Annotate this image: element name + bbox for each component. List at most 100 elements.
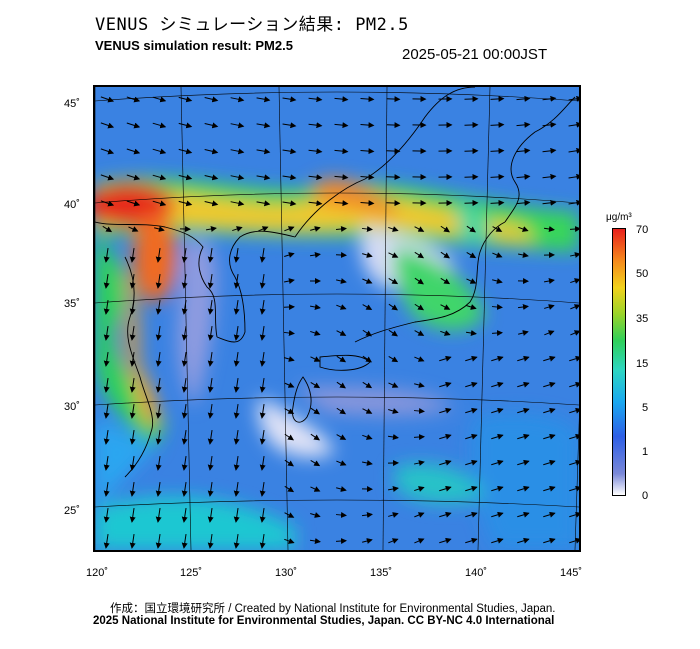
wind-vector [181,274,188,289]
wind-vector [439,459,452,466]
wind-vector [178,174,193,181]
wind-vector [233,248,240,263]
coastline-kyushu [292,376,312,423]
colorbar-tick-0: 0 [642,490,649,502]
wind-vector [282,96,297,103]
wind-vector [569,407,579,414]
wind-vector [414,251,425,259]
colorbar [612,228,626,496]
wind-vector [518,226,529,232]
coastline-mainland-north [95,221,218,338]
wind-vector [284,512,295,518]
colorbar-tick-35: 35 [636,313,649,325]
wind-vector [259,274,266,289]
wind-vector [310,407,320,415]
wind-vector [155,404,162,419]
wind-vector [100,96,115,103]
wind-vector [155,326,162,341]
wind-vector [542,173,557,180]
coastline-hokkaido [504,96,576,223]
coastline-north [294,87,476,238]
lon-label-125: 125˚ [180,567,203,579]
wind-vector [362,329,373,337]
wind-vector [543,459,556,466]
wind-vector [440,251,450,259]
wind-vector [362,434,373,440]
wind-vector [259,378,266,393]
wind-vector [258,226,269,232]
wind-vector [283,330,295,336]
wind-vector [569,511,579,518]
wind-vector [282,200,297,207]
lon-label-120: 120˚ [86,567,109,579]
wind-vector [569,485,579,492]
wind-vector [440,330,451,336]
wind-vector [205,226,217,232]
colorbar-tick-50: 50 [636,268,649,280]
wind-vector [439,511,452,518]
wind-vector [308,148,323,155]
wind-vector [414,356,425,362]
wind-vector [284,485,295,493]
wind-vector [181,300,188,315]
wind-vector [492,226,503,232]
wind-vector [129,534,136,549]
wind-vector [490,147,505,154]
wind-vector [466,304,477,310]
wind-vector [517,459,530,466]
wind-vector [336,304,347,310]
lat-label-25: 25˚ [64,505,80,517]
wind-vector [414,277,424,285]
wind-vector [360,96,375,103]
wind-vector [230,122,245,129]
wind-vector [465,355,478,362]
wind-vector [568,199,579,206]
wind-vector [360,148,375,155]
wind-vector [155,430,162,445]
wind-vector [204,200,219,207]
wind-vector [491,407,504,414]
wind-vector [543,407,556,414]
wind-vector [386,148,401,155]
wind-vector [336,486,347,492]
wind-vector [103,378,110,393]
wind-vector [517,355,530,362]
wind-vector [178,96,193,103]
wind-vector [309,304,321,310]
wind-vector [230,174,245,181]
wind-vector [568,173,579,180]
wind-vector [283,278,295,284]
wind-vector [414,486,425,492]
credit-line-2: 2025 National Institute for Environmenta… [93,615,555,627]
wind-vector [230,96,245,103]
wind-vector [361,512,373,518]
wind-vector [465,381,478,388]
wind-vector [492,252,503,258]
wind-vector [388,538,399,544]
wind-vector [126,200,141,207]
wind-vector [465,537,478,544]
pm25-map[interactable] [93,85,581,552]
wind-vector [233,482,240,497]
wind-vector [259,456,266,471]
wind-vector [490,95,505,102]
wind-vector [284,538,295,544]
title-english: VENUS simulation result: PM2.5 [95,38,293,53]
wind-vector [491,537,504,544]
wind-vector [360,174,375,181]
wind-vector [309,252,321,258]
wind-vector [233,456,240,471]
wind-vector [491,381,504,388]
wind-vector [543,511,556,518]
wind-vector [155,456,162,471]
wind-vector [569,381,579,388]
colorbar-tick-1: 1 [642,446,649,458]
wind-vector [126,148,141,155]
wind-vector [152,200,167,207]
wind-vector [103,534,110,549]
colorbar-unit: μg/m³ [606,212,632,223]
wind-vector [542,121,557,128]
wind-vector [233,378,240,393]
wind-vector [282,174,297,181]
wind-vector [126,96,141,103]
